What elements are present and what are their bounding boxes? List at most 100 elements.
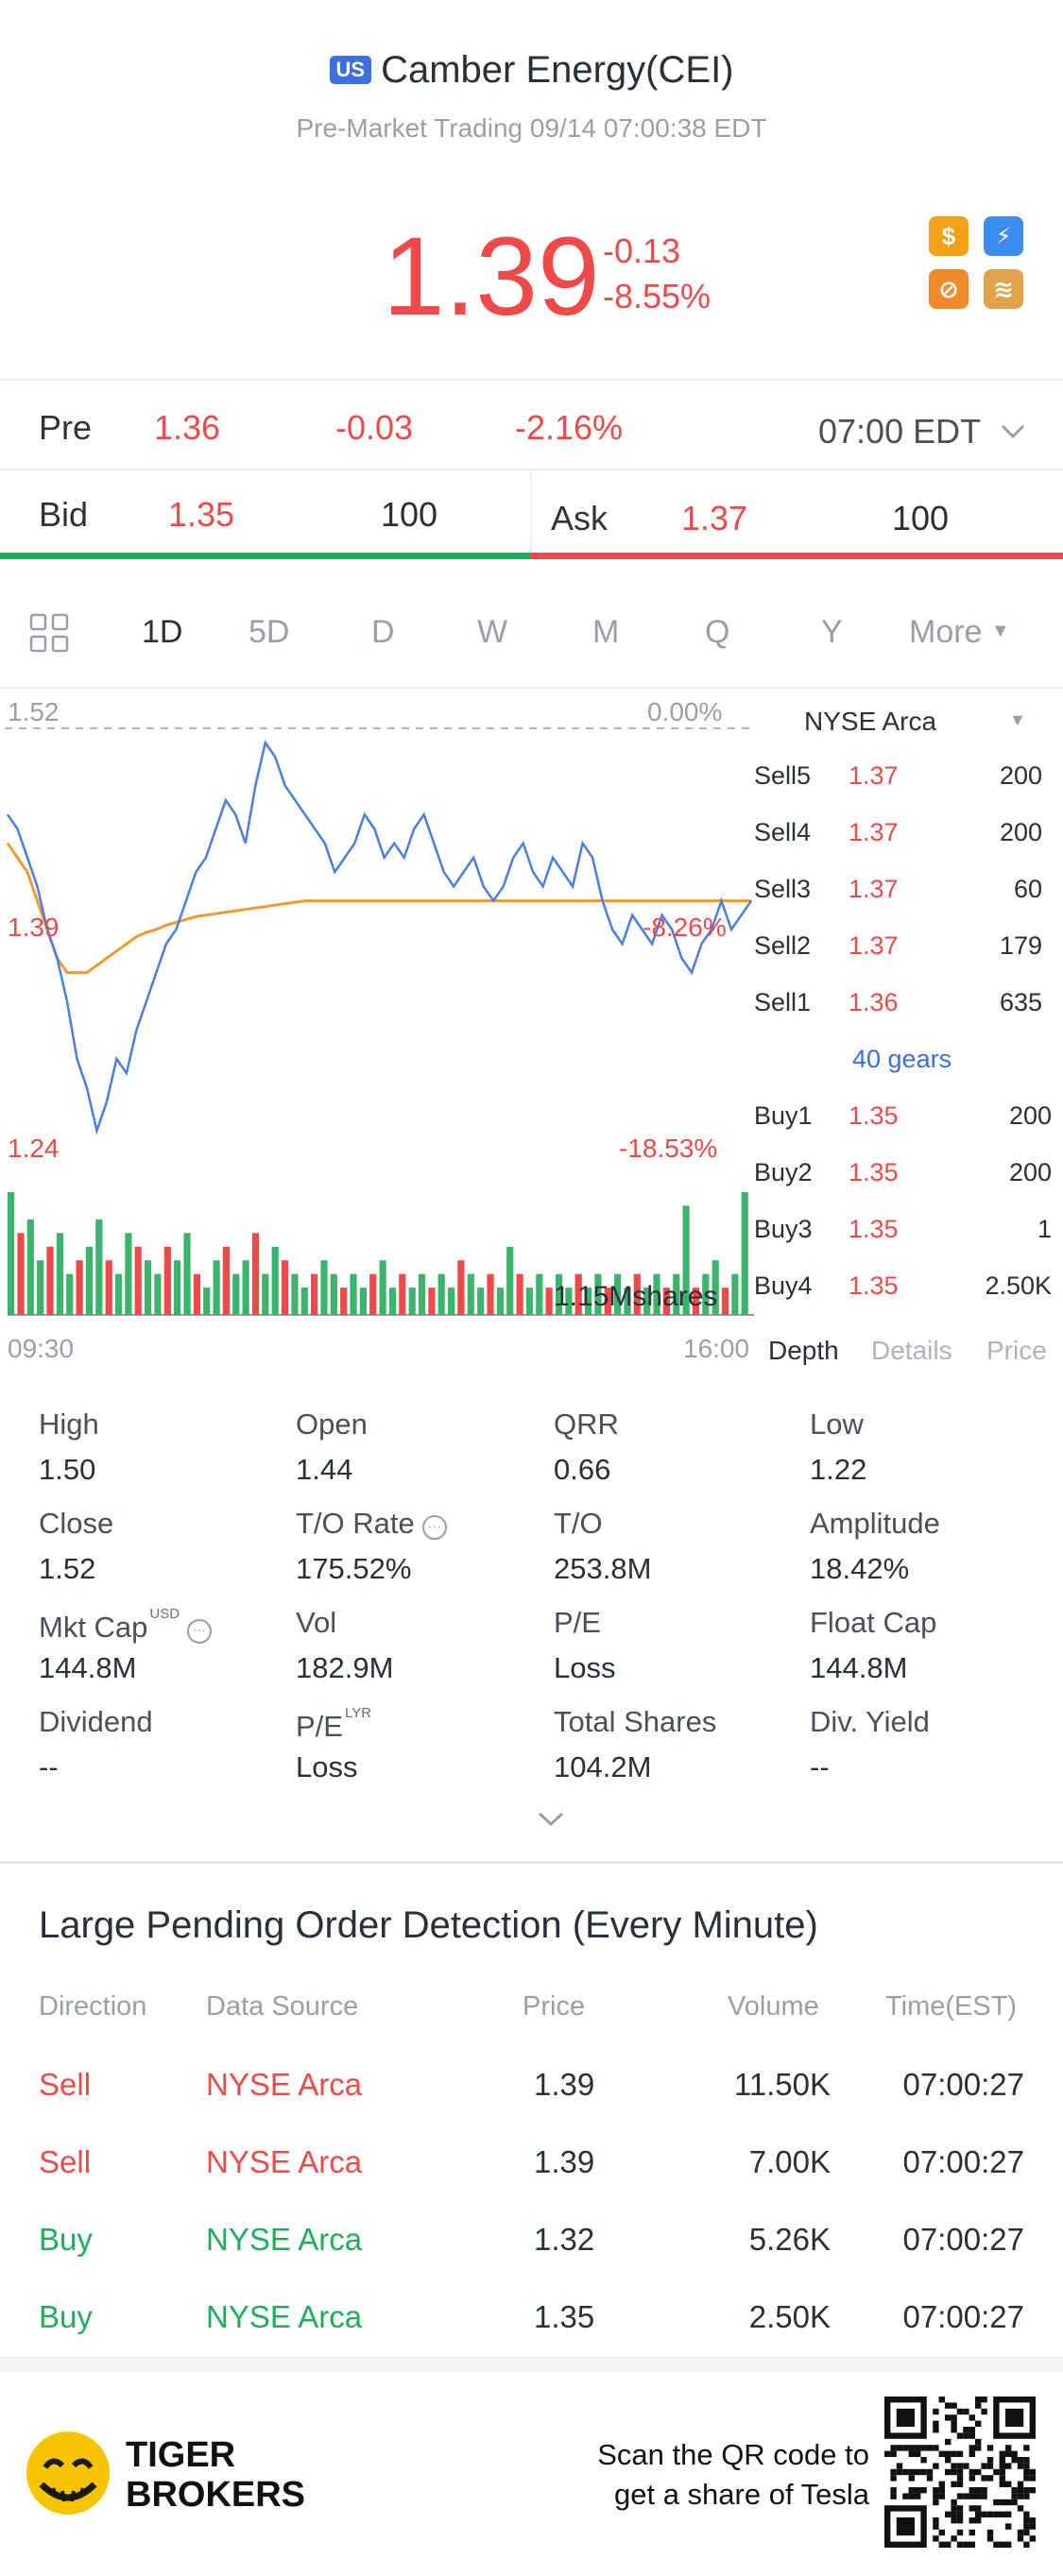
dollar-icon[interactable]: $ xyxy=(929,216,969,256)
qr-module xyxy=(969,2432,975,2439)
ask-level-row[interactable]: Sell1 1.36 635 xyxy=(746,988,1063,1035)
ask-level-row[interactable]: Sell3 1.37 60 xyxy=(746,875,1063,922)
qr-module xyxy=(933,2499,939,2506)
layout-grid-icon[interactable] xyxy=(28,612,70,658)
ask-level-row[interactable]: Sell2 1.37 179 xyxy=(746,931,1063,979)
stat-cell: P/E Loss xyxy=(554,1606,799,1691)
stat-label: Close xyxy=(39,1507,113,1541)
qr-module xyxy=(908,2493,915,2499)
qr-module xyxy=(993,2511,1000,2517)
qr-module xyxy=(1017,2457,1024,2464)
info-dots-icon[interactable]: ··· xyxy=(421,1515,447,1540)
qr-module xyxy=(945,2457,952,2464)
tab-y[interactable]: Y xyxy=(821,614,843,650)
qr-module xyxy=(963,2493,969,2499)
qr-module xyxy=(951,2414,957,2421)
stat-value: 1.50 xyxy=(39,1453,96,1486)
qr-module xyxy=(938,2397,945,2403)
bid-level-row[interactable]: Buy2 1.35 200 xyxy=(746,1158,1063,1205)
qr-module xyxy=(969,2427,975,2433)
pre-label: Pre xyxy=(39,408,93,447)
qr-module xyxy=(969,2541,975,2548)
qr-module xyxy=(963,2541,969,2548)
volume-bar xyxy=(624,1288,631,1315)
lightning-icon[interactable]: ⚡ xyxy=(984,216,1023,256)
volume-bar xyxy=(76,1260,83,1315)
qr-module xyxy=(933,2487,939,2494)
order-price: 1.39 xyxy=(534,2067,595,2102)
stat-label-text: Dividend xyxy=(39,1705,153,1738)
ask-level-row[interactable]: Sell5 1.37 200 xyxy=(746,761,1063,809)
pre-price: 1.36 xyxy=(154,408,221,447)
table-row[interactable]: Buy NYSE Arca 1.32 5.26K 07:00:27 xyxy=(0,2222,1063,2278)
volume-bar xyxy=(203,1288,211,1315)
bid-level-row[interactable]: Buy1 1.35 200 xyxy=(746,1101,1063,1149)
qr-module xyxy=(920,2487,927,2494)
qr-module xyxy=(956,2432,964,2439)
qr-module xyxy=(896,2408,915,2427)
bid-level-price: 1.35 xyxy=(849,1158,899,1186)
col-price: Price xyxy=(523,1991,586,2022)
bid-level-volume: 2.50K xyxy=(985,1271,1052,1300)
qr-module xyxy=(1017,2487,1024,2494)
tab-d[interactable]: D xyxy=(371,614,395,650)
chart-high-pct: 0.00% xyxy=(647,697,723,726)
table-row[interactable]: Sell NYSE Arca 1.39 7.00K 07:00:27 xyxy=(0,2144,1063,2201)
volume-bar xyxy=(163,1246,171,1315)
table-row[interactable]: Buy NYSE Arca 1.35 2.50K 07:00:27 xyxy=(0,2299,1063,2356)
layers-icon[interactable]: ≋ xyxy=(984,269,1023,309)
table-row[interactable]: Sell NYSE Arca 1.39 11.50K 07:00:27 xyxy=(0,2067,1063,2124)
qr-module xyxy=(956,2511,964,2517)
stat-value: 1.52 xyxy=(39,1552,96,1585)
qr-module xyxy=(933,2445,939,2451)
qr-module xyxy=(896,2445,903,2451)
qr-module xyxy=(933,2535,939,2542)
stat-label-text: Close xyxy=(39,1507,114,1540)
bid-level-row[interactable]: Buy4 1.35 2.50K xyxy=(746,1271,1063,1319)
tab-price[interactable]: Price xyxy=(986,1336,1047,1365)
ask-bar xyxy=(530,553,1063,559)
tab-1d[interactable]: 1D xyxy=(142,614,183,650)
stat-label: T/O xyxy=(554,1507,603,1541)
stat-value: 144.8M xyxy=(810,1651,908,1684)
expand-chevron-icon[interactable] xyxy=(537,1810,565,1834)
tab-5d[interactable]: 5D xyxy=(249,614,290,650)
volume-bars xyxy=(8,1192,748,1315)
bid-level-volume: 200 xyxy=(1008,1158,1052,1186)
qr-module xyxy=(938,2541,945,2548)
intraday-chart[interactable] xyxy=(0,687,756,1367)
bid-level-row[interactable]: Buy3 1.35 1 xyxy=(746,1215,1063,1262)
tab-w[interactable]: W xyxy=(477,614,508,650)
tab-q[interactable]: Q xyxy=(705,614,730,650)
tab-depth[interactable]: Depth xyxy=(768,1336,839,1365)
volume-bar xyxy=(418,1273,426,1315)
price-change-pct: -8.55% xyxy=(603,277,712,316)
stat-cell: T/O 253.8M xyxy=(554,1507,799,1592)
qr-module xyxy=(975,2397,982,2403)
volume-bar xyxy=(95,1219,103,1315)
volume-bar xyxy=(145,1260,152,1315)
qr-module xyxy=(951,2517,957,2524)
no-short-icon[interactable]: ⊘ xyxy=(929,269,969,309)
ask-level-volume: 60 xyxy=(1013,875,1042,903)
volume-bar xyxy=(193,1273,200,1315)
volume-bar xyxy=(614,1273,622,1315)
qr-module xyxy=(975,2511,982,2517)
qr-module xyxy=(1023,2487,1030,2494)
qr-module xyxy=(1029,2517,1036,2524)
ask-level-row[interactable]: Sell4 1.37 200 xyxy=(746,818,1063,865)
tab-more[interactable]: More ▼ xyxy=(909,614,1010,651)
tiger-logo-icon xyxy=(25,2430,111,2521)
qr-module xyxy=(951,2535,957,2542)
brand-line1: TIGER xyxy=(126,2435,236,2475)
volume-bar xyxy=(712,1260,719,1315)
exchange-selector[interactable]: NYSE Arca xyxy=(804,707,936,737)
caret-down-icon[interactable]: ▼ xyxy=(1009,710,1026,729)
qr-code[interactable] xyxy=(884,2397,1036,2552)
tab-m[interactable]: M xyxy=(592,614,620,650)
info-dots-icon[interactable]: ··· xyxy=(187,1619,213,1644)
gears-link[interactable]: 40 gears xyxy=(852,1045,952,1073)
session-time-selector[interactable]: 07:00 EDT xyxy=(818,408,1025,452)
tab-details[interactable]: Details xyxy=(871,1336,952,1365)
qr-module xyxy=(920,2468,927,2476)
